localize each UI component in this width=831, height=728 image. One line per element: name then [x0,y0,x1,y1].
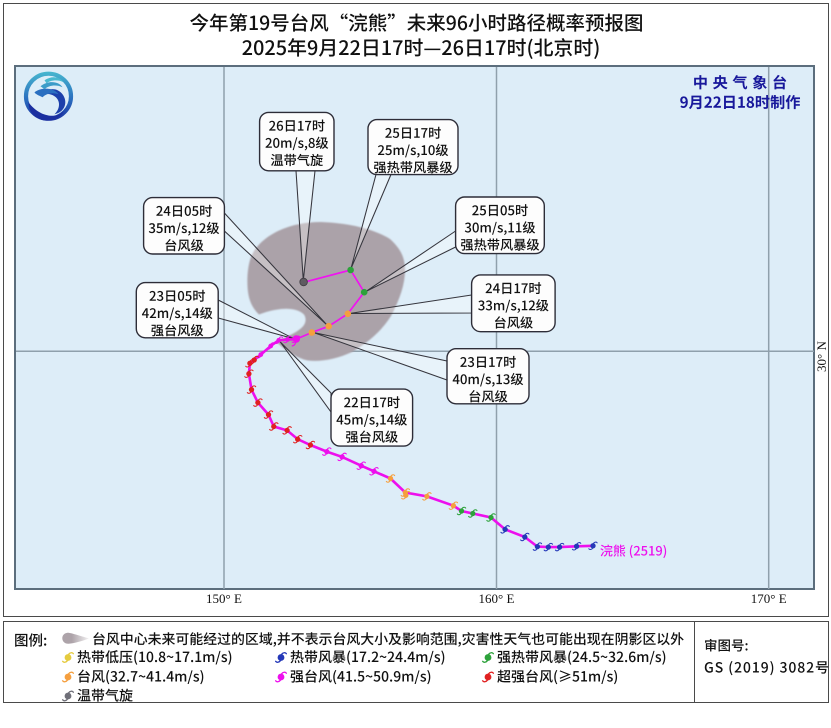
svg-text:150° E: 150° E [206,591,242,606]
svg-text:170° E: 170° E [751,591,787,606]
svg-text:30° N: 30° N [814,341,829,372]
svg-text:160° E: 160° E [479,591,515,606]
